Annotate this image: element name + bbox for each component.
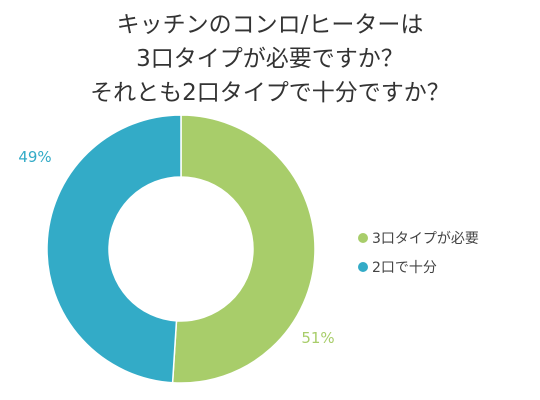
chart-legend: 3口タイプが必要 2口で十分 — [358, 228, 479, 286]
chart-title-line-1: キッチンのコンロ/ヒーターは — [116, 12, 424, 38]
legend-label-2-burner: 2口で十分 — [372, 260, 437, 276]
legend-swatch-3-burner — [358, 233, 368, 243]
legend-swatch-2-burner — [358, 262, 368, 272]
legend-label-3-burner: 3口タイプが必要 — [372, 231, 479, 247]
legend-item-3-burner: 3口タイプが必要 — [358, 228, 479, 248]
chart-title-line-3: それとも2口タイプで十分ですか？ — [90, 80, 450, 106]
slice-2-burner — [46, 114, 182, 384]
legend-item-2-burner: 2口で十分 — [358, 257, 479, 277]
slice-3-burner — [171, 114, 316, 384]
label-2-burner-percent: 49% — [18, 148, 51, 166]
chart-title-line-2: 3口タイプが必要ですか？ — [136, 46, 404, 72]
label-3-burner-percent: 51% — [301, 329, 334, 347]
chart-title: キッチンのコンロ/ヒーターは 3口タイプが必要ですか？ それとも2口タイプで十分… — [0, 8, 540, 110]
